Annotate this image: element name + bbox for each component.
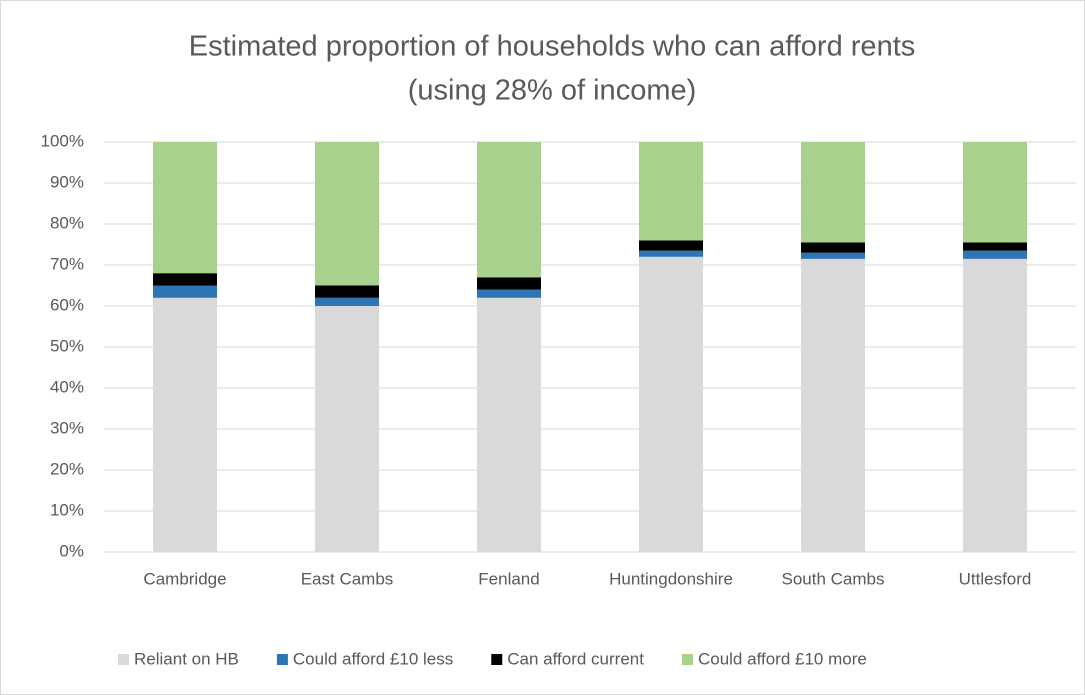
bar-segment (639, 256, 703, 552)
x-tick-label: East Cambs (301, 569, 394, 588)
bar-segment (801, 258, 865, 552)
legend-swatch (491, 654, 503, 665)
bar-segment (639, 142, 703, 241)
bar-segment (963, 258, 1027, 552)
bar-segment (315, 142, 379, 286)
y-tick-label: 70% (50, 254, 84, 273)
y-tick-label: 50% (50, 336, 84, 355)
legend-swatch (118, 654, 129, 665)
bar-segment (639, 240, 703, 251)
y-tick-label: 60% (50, 295, 84, 314)
bar-segment (315, 285, 379, 298)
x-tick-label: Uttlesford (959, 569, 1032, 588)
bar-segment (477, 289, 541, 298)
bar-segment (153, 273, 217, 286)
legend-label: Could afford £10 more (698, 649, 867, 668)
x-tick-label: Cambridge (143, 569, 226, 588)
bar-segment (801, 142, 865, 243)
bar-segment (477, 277, 541, 290)
y-tick-label: 90% (50, 172, 84, 191)
y-tick-label: 100% (41, 131, 84, 150)
y-tick-label: 80% (50, 213, 84, 232)
bar-segment (315, 306, 379, 552)
legend-label: Can afford current (507, 649, 644, 668)
bar-segment (153, 285, 217, 298)
chart-title: Estimated proportion of households who c… (189, 31, 916, 63)
bar-segment (477, 142, 541, 278)
x-tick-label: Fenland (478, 569, 539, 588)
y-tick-label: 10% (50, 500, 84, 519)
legend-swatch (681, 654, 693, 665)
legend-label: Could afford £10 less (293, 649, 453, 668)
bar-segment (963, 250, 1027, 259)
y-tick-label: 0% (59, 541, 84, 560)
bar-segment (153, 142, 217, 274)
y-tick-label: 30% (50, 418, 84, 437)
bar-segment (639, 250, 703, 257)
bar-segment (315, 297, 379, 306)
chart-title: (using 28% of income) (408, 75, 697, 107)
y-tick-label: 40% (50, 377, 84, 396)
legend-swatch (276, 654, 288, 665)
legend-label: Reliant on HB (134, 649, 239, 668)
x-tick-label: South Cambs (782, 569, 885, 588)
bar-segment (477, 297, 541, 552)
bar-segment (153, 297, 217, 552)
y-tick-label: 20% (50, 459, 84, 478)
bar-segment (801, 242, 865, 253)
bar-segment (963, 242, 1027, 251)
bar-segment (801, 252, 865, 259)
bar-segment (963, 142, 1027, 243)
x-tick-label: Huntingdonshire (609, 569, 733, 588)
